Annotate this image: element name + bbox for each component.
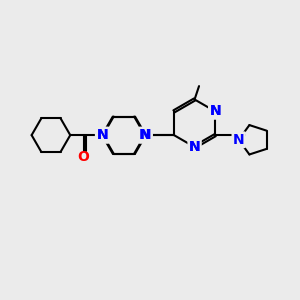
Text: N: N bbox=[96, 128, 108, 142]
Text: N: N bbox=[189, 140, 200, 154]
Text: O: O bbox=[78, 150, 90, 164]
Text: N: N bbox=[189, 140, 200, 154]
Text: N: N bbox=[96, 128, 108, 142]
Text: N: N bbox=[209, 104, 221, 118]
Text: N: N bbox=[189, 140, 200, 154]
Text: N: N bbox=[97, 128, 109, 142]
Text: N: N bbox=[209, 104, 221, 118]
Text: N: N bbox=[140, 128, 152, 142]
Text: N: N bbox=[139, 128, 151, 142]
Text: N: N bbox=[140, 128, 152, 142]
Text: N: N bbox=[209, 104, 221, 118]
Text: N: N bbox=[233, 133, 244, 147]
Text: N: N bbox=[139, 128, 151, 142]
Text: N: N bbox=[233, 133, 244, 147]
Text: N: N bbox=[97, 128, 109, 142]
